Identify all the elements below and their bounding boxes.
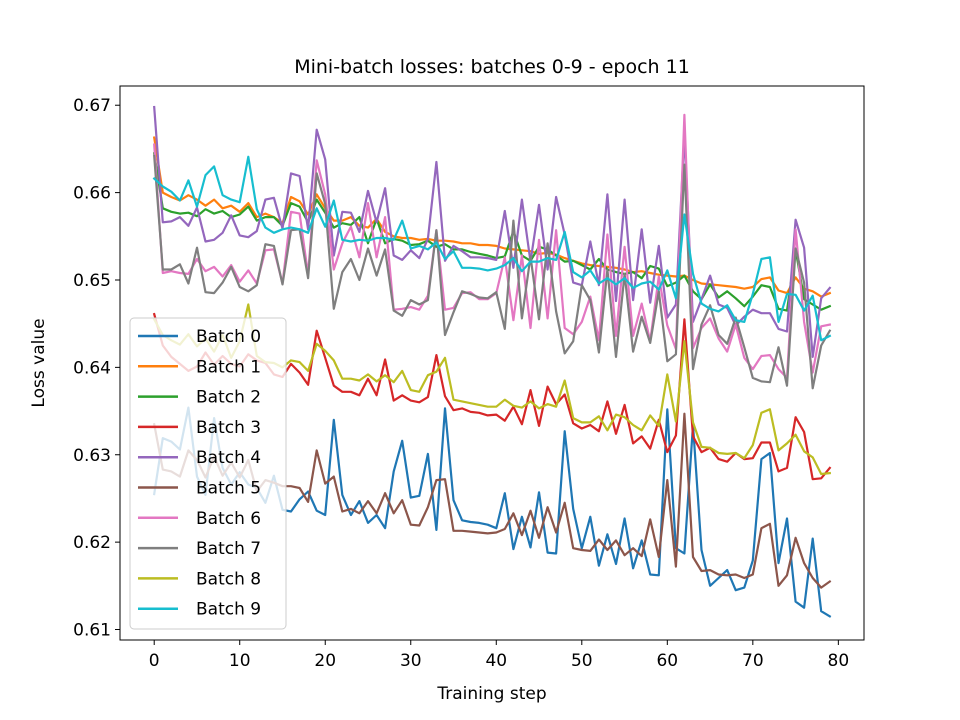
legend: Batch 0 Batch 1 Batch 2 Batch 3 Batch 4 Batch…	[129, 317, 287, 630]
y-tick-label: 0.63	[73, 446, 111, 466]
series-line-batch-7	[153, 154, 832, 390]
legend-label-batch-9: Batch 9	[196, 600, 261, 620]
y-tick-label: 0.64	[73, 358, 111, 378]
chart-title: Mini-batch losses: batches 0-9 - epoch 1…	[294, 56, 690, 78]
series-line-batch-4	[153, 105, 832, 358]
x-tick-label: 70	[742, 651, 764, 671]
y-tick-label: 0.65	[73, 271, 111, 291]
series-line-batch-1	[152, 136, 832, 298]
legend-label-batch-1: Batch 1	[196, 357, 261, 377]
x-tick-label: 60	[656, 651, 678, 671]
plot-frame	[119, 85, 865, 641]
legend-label-batch-3: Batch 3	[196, 418, 261, 438]
y-axis-label: Loss value	[29, 318, 49, 407]
x-axis-ticks: 0 10 20 30 40 50 60 70 80	[149, 640, 849, 671]
y-axis-ticks: 0.61 0.62 0.63 0.64 0.65 0.66 0.67	[73, 96, 120, 641]
legend-label-batch-2: Batch 2	[196, 388, 261, 408]
x-tick-label: 0	[149, 651, 160, 671]
legend-label-batch-5: Batch 5	[196, 479, 261, 499]
x-tick-label: 30	[400, 651, 422, 671]
x-tick-label: 40	[485, 651, 507, 671]
x-tick-label: 50	[571, 651, 593, 671]
x-tick-label: 80	[828, 651, 850, 671]
x-tick-label: 10	[229, 651, 251, 671]
series-line-batch-2	[152, 152, 832, 312]
y-tick-label: 0.67	[73, 96, 111, 116]
y-tick-label: 0.61	[73, 621, 111, 641]
x-tick-label: 20	[314, 651, 336, 671]
x-axis-label: Training step	[436, 684, 546, 704]
legend-label-batch-7: Batch 7	[196, 539, 261, 559]
y-tick-label: 0.62	[73, 533, 111, 553]
legend-label-batch-6: Batch 6	[196, 509, 261, 529]
legend-label-batch-4: Batch 4	[196, 448, 261, 468]
series-line-batch-9	[152, 155, 832, 342]
legend-label-batch-8: Batch 8	[196, 569, 261, 589]
legend-label-batch-0: Batch 0	[196, 327, 261, 347]
y-tick-label: 0.66	[73, 184, 111, 204]
